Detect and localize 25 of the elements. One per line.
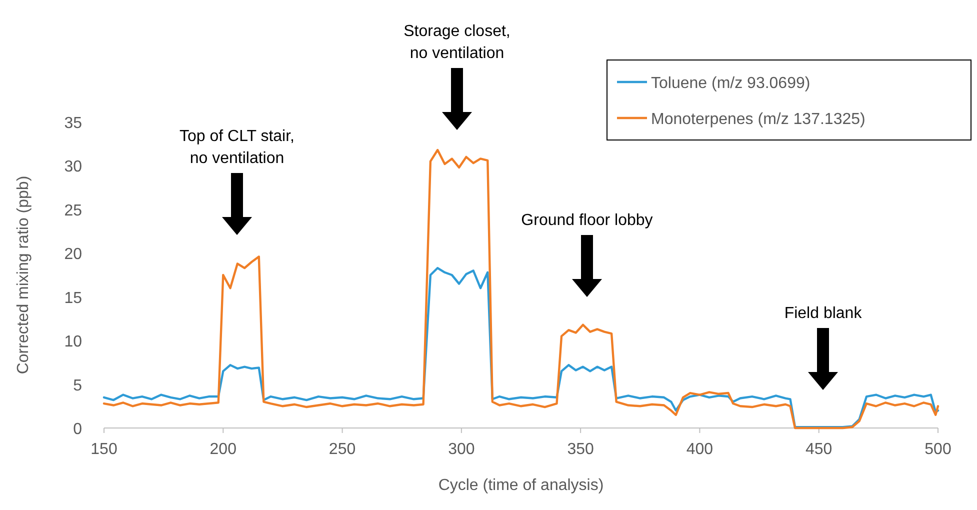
y-tick-label: 10 (64, 334, 82, 351)
y-axis-title: Corrected mixing ratio (ppb) (15, 176, 32, 374)
y-tick-label: 0 (73, 421, 82, 438)
legend-label: Monoterpenes (m/z 137.1325) (651, 111, 866, 128)
annotation: Field blank (784, 305, 863, 322)
x-tick-label: 200 (210, 441, 237, 458)
line-series (102, 148, 940, 430)
x-tick-label: 500 (924, 441, 952, 458)
x-tick-label: 400 (686, 441, 714, 458)
x-tick-label: 450 (806, 441, 832, 458)
y-tick-label: 20 (64, 246, 82, 264)
y-tick-label: 30 (64, 158, 82, 176)
y-tick-label: 5 (73, 377, 82, 394)
annotation: Ground floor lobby (521, 212, 653, 229)
y-tick-label: 35 (64, 115, 82, 132)
x-axis-title: Cycle (time of analysis) (438, 477, 604, 494)
x-tick-label: 250 (328, 441, 356, 458)
x-tick-label: 300 (448, 441, 475, 458)
annotation: Top of CLT stair, no ventilation (179, 128, 295, 167)
legend-label: Toluene (m/z 93.0699) (651, 75, 810, 92)
text: Storage closet, no ventilation (404, 23, 510, 62)
y-tick-label: 15 (64, 290, 82, 307)
x-tick-label: 350 (567, 441, 594, 458)
x-tick-label: 150 (90, 441, 118, 458)
y-tick-label: 25 (64, 202, 82, 220)
